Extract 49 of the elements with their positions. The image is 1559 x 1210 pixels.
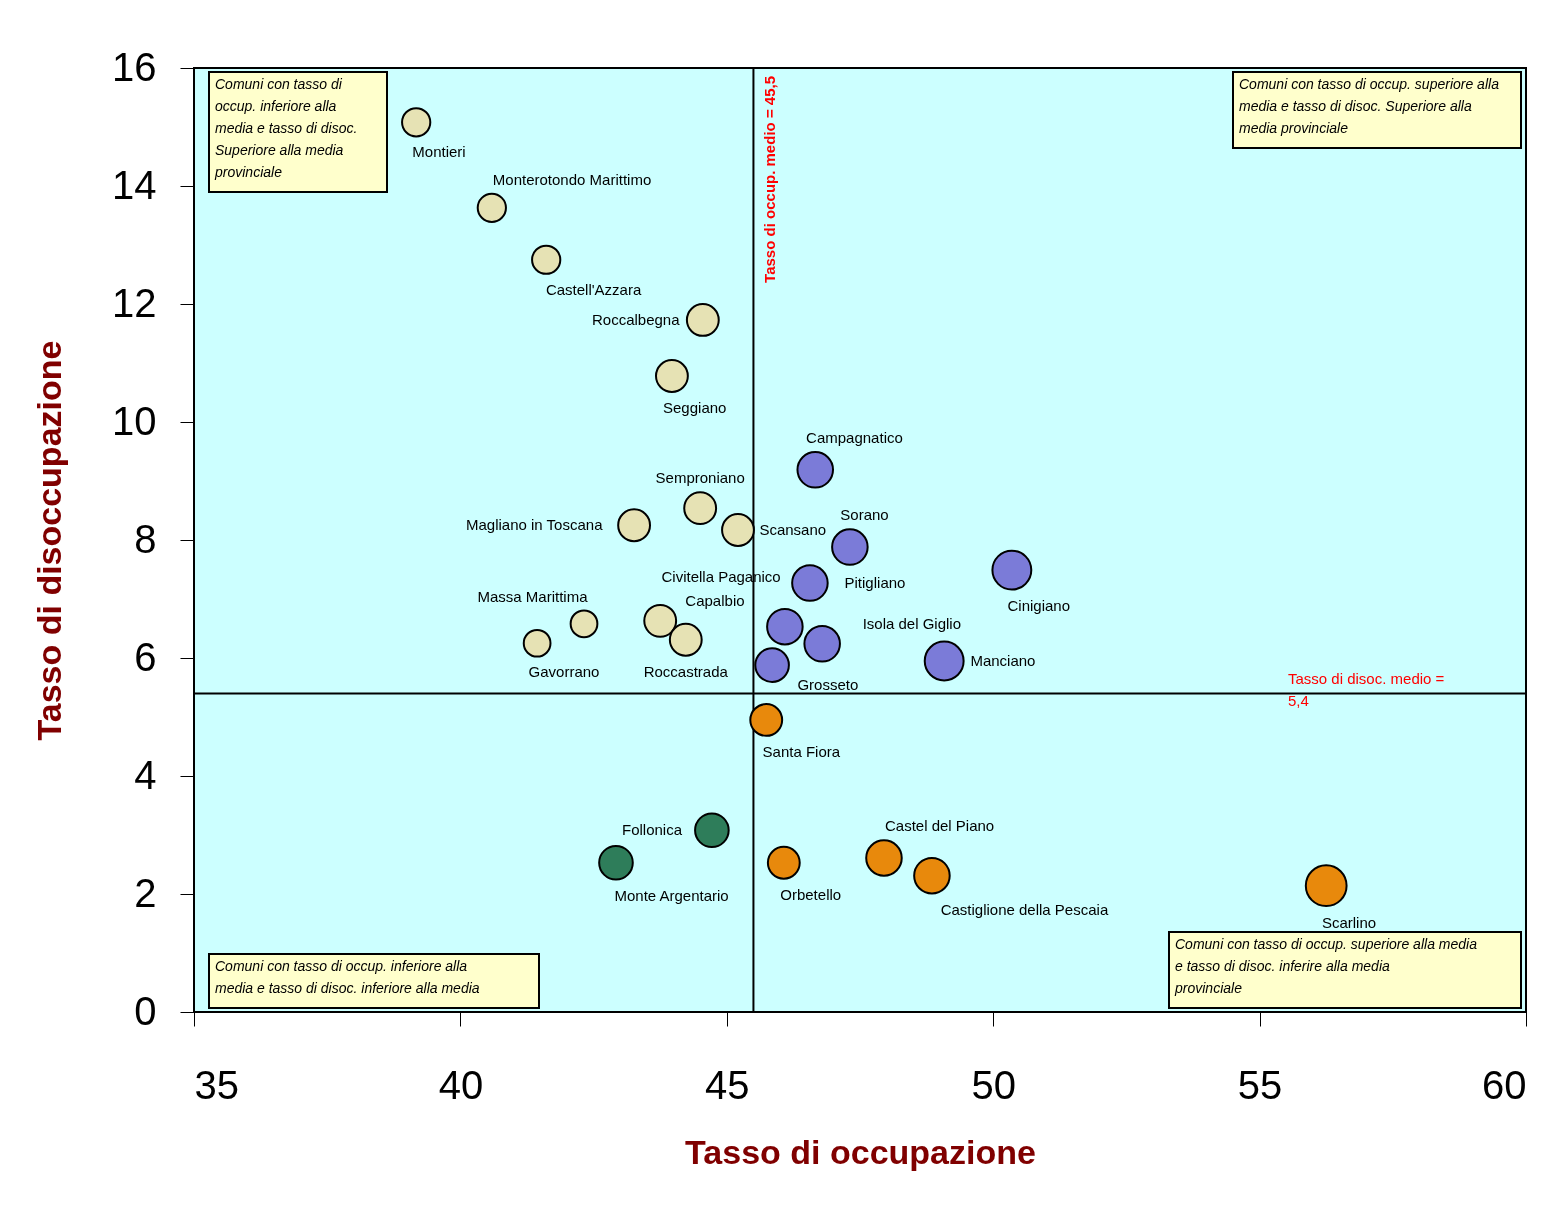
- data-label: Monterotondo Marittimo: [492, 170, 652, 188]
- data-label: Isola del Giglio: [862, 614, 962, 632]
- y-axis-title: Tasso di disoccupazione: [30, 340, 69, 741]
- data-label: Manciano: [970, 651, 1036, 669]
- x-tick-label: 35: [194, 1062, 239, 1107]
- data-label: Pitigliano: [844, 574, 906, 592]
- y-tick-label: 2: [134, 870, 157, 915]
- data-label: Gavorrano: [528, 663, 600, 681]
- ref-line-label: Tasso di occup. medio = 45,5: [761, 76, 779, 283]
- y-tick-label: 8: [134, 516, 157, 561]
- y-tick-label: 6: [134, 634, 157, 679]
- data-label: Santa Fiora: [762, 742, 841, 760]
- data-label: Sorano: [840, 506, 889, 524]
- data-label: Roccastrada: [643, 662, 729, 680]
- data-label: Cinigiano: [1007, 597, 1071, 615]
- data-label: Scarlino: [1321, 913, 1377, 931]
- data-label: Grosseto: [797, 676, 859, 694]
- data-label: Seggiano: [663, 398, 727, 416]
- annotation: Comuni con tasso di occup. inferiore alla media e tasso di disoc. Superiore alla media provinciale: [214, 76, 358, 180]
- data-label: Campagnatico: [806, 428, 903, 446]
- data-label: Montieri: [412, 143, 466, 161]
- x-axis-title: Tasso di occupazione: [685, 1132, 1036, 1171]
- annotation: Comuni con tasso di occup. inferiore alla media e tasso di disoc. inferiore alla media: [215, 958, 480, 996]
- data-label: Magliano in Toscana: [465, 516, 604, 534]
- data-label: Monte Argentario: [614, 886, 729, 904]
- x-tick-label: 60: [1482, 1062, 1527, 1107]
- data-label: Castel del Piano: [884, 816, 995, 834]
- y-tick-label: 12: [112, 280, 157, 325]
- y-tick-label: 4: [134, 752, 157, 797]
- data-label: Semproniano: [655, 469, 745, 487]
- annotation: Comuni con tasso di occup. superiore alla media e tasso di disoc. Superiore alla media provinciale: [1239, 76, 1500, 136]
- x-tick-label: 55: [1237, 1062, 1283, 1107]
- data-label: Roccalbegna: [591, 310, 681, 328]
- y-tick-label: 0: [134, 988, 157, 1033]
- x-tick-label: 40: [438, 1062, 484, 1107]
- data-label: Follonica: [622, 821, 683, 839]
- data-label: Castiglione della Pescaia: [940, 900, 1109, 918]
- data-label: Capalbio: [685, 591, 745, 609]
- data-label: Orbetello: [780, 885, 842, 903]
- annotation: Comuni con tasso di occup. superiore alla media e tasso di disoc. inferire alla media provinciale: [1174, 936, 1478, 996]
- x-tick-label: 50: [971, 1062, 1016, 1107]
- data-label: Scansano: [759, 520, 827, 538]
- y-tick-label: 16: [112, 44, 157, 89]
- y-tick-label: 10: [112, 398, 157, 443]
- data-label: Castell'Azzara: [545, 280, 642, 298]
- x-tick-label: 45: [705, 1062, 750, 1107]
- ref-line-label: Tasso di disoc. medio = 5,4: [1288, 670, 1445, 710]
- y-tick-label: 14: [112, 162, 157, 207]
- data-label: Massa Marittima: [477, 587, 589, 605]
